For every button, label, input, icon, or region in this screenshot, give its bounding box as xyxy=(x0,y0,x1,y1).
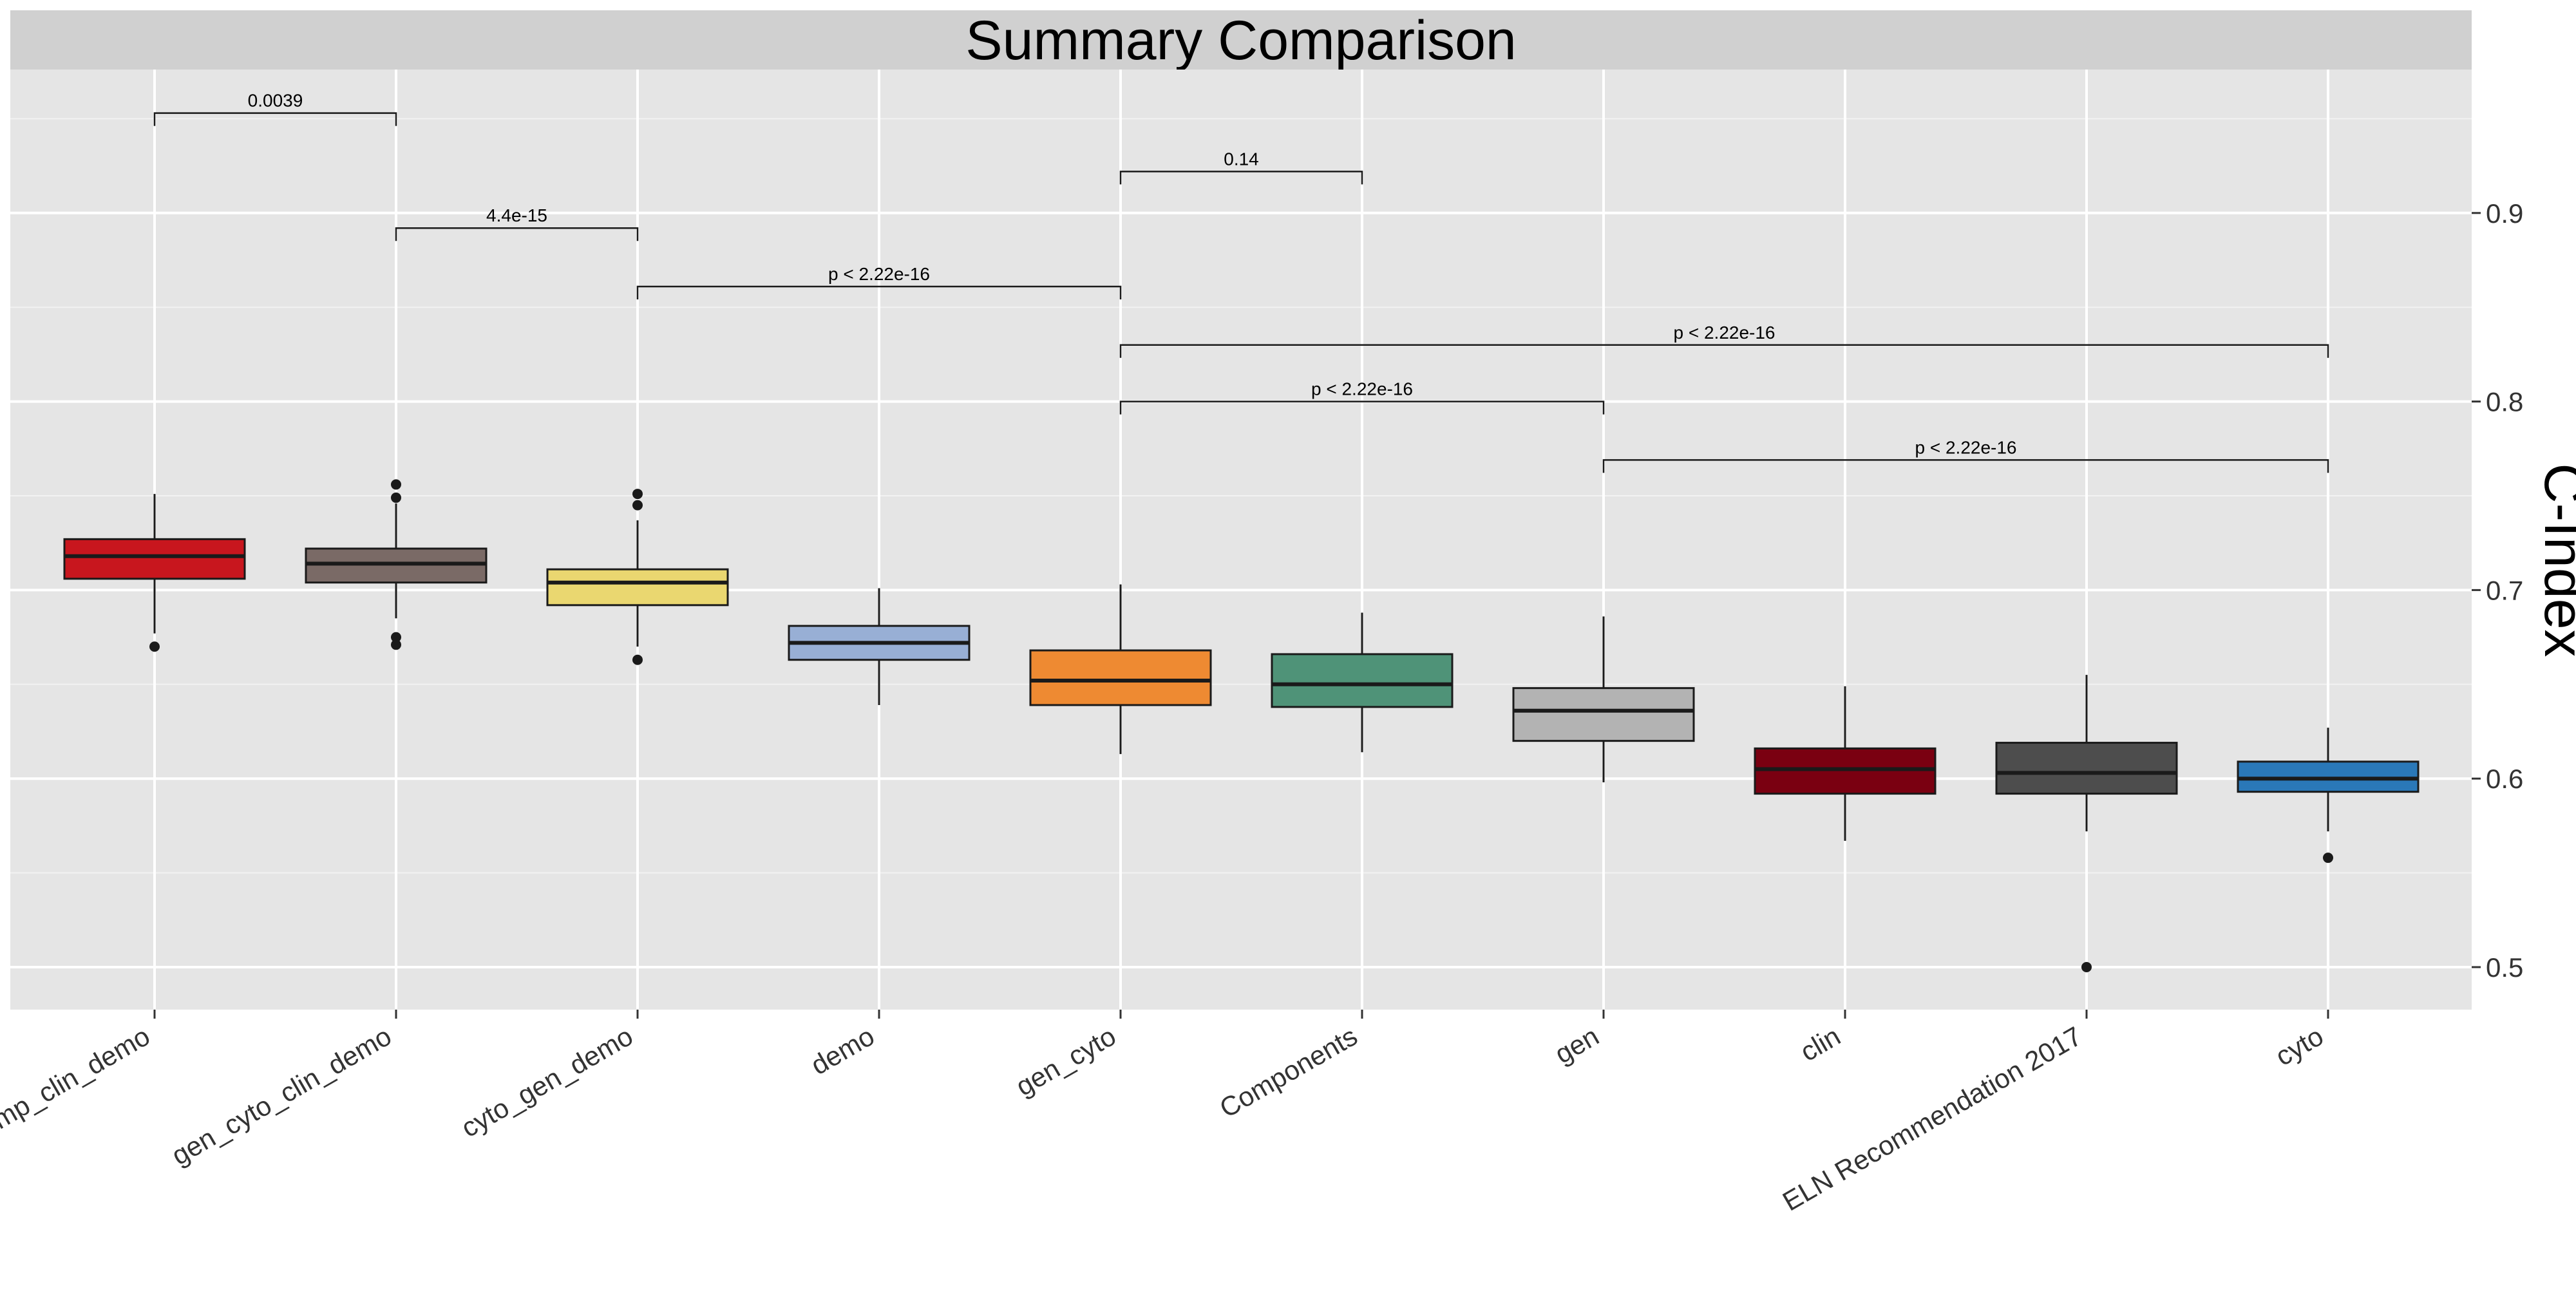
box-iqr xyxy=(63,538,246,580)
x-tick-label: Components xyxy=(1215,1021,1363,1124)
comparison-p-value: p < 2.22e-16 xyxy=(1915,437,2016,457)
comparison-p-value: p < 2.22e-16 xyxy=(1673,323,1775,343)
box-group xyxy=(305,479,488,650)
x-tick-label: cyto xyxy=(2270,1021,2328,1071)
box-layer xyxy=(63,479,2420,972)
box-group xyxy=(788,588,971,706)
box-group xyxy=(1754,686,1937,841)
x-axis: comp_clin_demo gen_cyto_clin_demo cyto_gen… xyxy=(0,1010,2329,1217)
y-axis-title: C-Index xyxy=(2533,463,2576,657)
outlier-point xyxy=(391,492,401,503)
x-tick-label: demo xyxy=(806,1021,879,1080)
box-iqr xyxy=(1029,649,1212,706)
y-tick-label: 0.6 xyxy=(2486,764,2523,794)
outlier-point xyxy=(632,654,643,665)
outlier-point xyxy=(391,479,401,490)
outlier-point xyxy=(149,641,160,652)
box-group xyxy=(1512,616,1695,783)
box-group xyxy=(63,494,246,652)
box-group xyxy=(1029,584,1212,755)
outlier-point xyxy=(632,500,643,511)
x-tick-label: cyto_gen_demo xyxy=(456,1021,638,1143)
outlier-point xyxy=(2323,853,2333,863)
outlier-point xyxy=(632,489,643,500)
x-tick-label: gen_cyto xyxy=(1010,1021,1121,1102)
outlier-point xyxy=(391,639,401,650)
x-tick-label: comp_clin_demo xyxy=(0,1021,155,1149)
comparison-p-value: 0.0039 xyxy=(248,91,303,111)
title-strip xyxy=(10,10,2472,70)
box-iqr xyxy=(546,568,729,607)
x-tick-label: clin xyxy=(1795,1021,1845,1067)
box-iqr xyxy=(1271,653,1454,708)
comparison-bracket xyxy=(1119,171,1363,185)
box-group xyxy=(1271,612,1454,753)
plot-panel xyxy=(10,70,2472,1010)
x-tick-label: gen_cyto_clin_demo xyxy=(166,1021,396,1171)
y-tick-label: 0.9 xyxy=(2486,198,2523,229)
comparison-p-value: 0.14 xyxy=(1224,149,1259,169)
comparison-bracket xyxy=(1119,344,2329,358)
comparison-p-value: p < 2.22e-16 xyxy=(1311,379,1413,399)
y-tick-label: 0.8 xyxy=(2486,387,2523,417)
outlier-point xyxy=(2081,962,2092,972)
comparison-p-value: 4.4e-15 xyxy=(486,205,547,225)
box-iqr xyxy=(1512,687,1695,742)
box-group xyxy=(1995,675,2178,972)
outlier-point xyxy=(391,632,401,643)
comparison-brackets: 0.0039 0.14 4.4e-15 p < 2.22e-16 p < 2.22e-1… xyxy=(153,91,2329,473)
comparison-bracket xyxy=(1119,400,1605,415)
x-tick-label: gen xyxy=(1549,1021,1604,1070)
y-axis: 0.5 0.6 0.7 0.8 0.9 xyxy=(2472,198,2523,983)
box-iqr xyxy=(1995,742,2178,795)
comparison-p-value: p < 2.22e-16 xyxy=(828,264,930,284)
comparison-bracket xyxy=(636,285,1122,299)
box-group xyxy=(2237,728,2420,863)
comparison-bracket xyxy=(153,112,397,126)
y-tick-label: 0.7 xyxy=(2486,575,2523,605)
comparison-bracket xyxy=(1602,459,2329,473)
box-group xyxy=(546,489,729,665)
chart-title: Summary Comparison xyxy=(965,10,1516,71)
y-tick-label: 0.5 xyxy=(2486,952,2523,983)
comparison-bracket xyxy=(395,227,639,241)
